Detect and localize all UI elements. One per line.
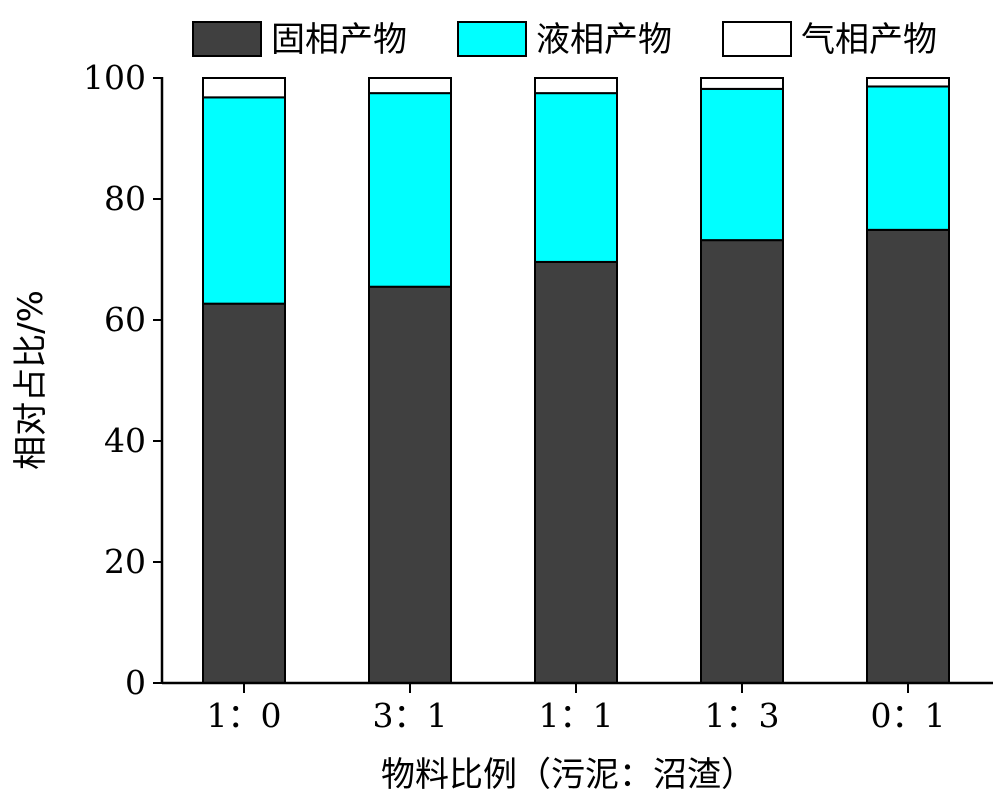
y-tick-label-0: 0 bbox=[125, 663, 146, 702]
x-tick-label-2: 3：1 bbox=[373, 696, 448, 735]
bar-1-series-2 bbox=[202, 96, 286, 305]
legend-swatch-3 bbox=[722, 21, 792, 57]
bar-4-series-3 bbox=[700, 77, 784, 90]
bar-3-series-2 bbox=[534, 92, 618, 263]
legend-label-3: 气相产物 bbox=[801, 20, 937, 60]
legend-label-2: 液相产物 bbox=[536, 20, 672, 60]
x-tick-label-3: 1：1 bbox=[539, 696, 614, 735]
x-tick-label-4: 1：3 bbox=[705, 696, 780, 735]
bar-4-series-2 bbox=[700, 87, 784, 242]
x-tick-label-5: 0：1 bbox=[871, 696, 946, 735]
y-tick-label-60: 60 bbox=[104, 300, 146, 339]
y-axis-title: 相对占比/% bbox=[11, 290, 51, 470]
bar-1-series-1 bbox=[202, 302, 286, 684]
x-axis-title: 物料比例（污泥：沼渣） bbox=[381, 755, 755, 795]
bar-5-series-3 bbox=[866, 77, 950, 88]
y-tick-label-20: 20 bbox=[104, 542, 146, 581]
bar-3-series-1 bbox=[534, 260, 618, 684]
legend: 固相产物 液相产物 气相产物 bbox=[192, 20, 937, 60]
axes: 0 20 40 60 80 100 bbox=[83, 58, 993, 702]
bar-3-series-3 bbox=[534, 77, 618, 95]
y-tick-label-100: 100 bbox=[83, 58, 146, 97]
x-tick-label-1: 1：0 bbox=[207, 696, 282, 735]
bar-4-series-1 bbox=[700, 239, 784, 684]
y-tick-label-40: 40 bbox=[104, 421, 146, 460]
bar-2-series-2 bbox=[368, 92, 452, 288]
y-tick-label-80: 80 bbox=[104, 179, 146, 218]
legend-label-1: 固相产物 bbox=[271, 20, 407, 60]
bar-5-series-2 bbox=[866, 85, 950, 231]
bar-2-series-3 bbox=[368, 77, 452, 95]
bar-5-series-1 bbox=[866, 228, 950, 684]
bar-1-series-3 bbox=[202, 77, 286, 99]
legend-swatch-1 bbox=[192, 21, 262, 57]
bar-2-series-1 bbox=[368, 285, 452, 684]
bars: 1：0 3：1 1：1 1：3 0：1 bbox=[202, 77, 950, 735]
legend-swatch-2 bbox=[457, 21, 527, 57]
